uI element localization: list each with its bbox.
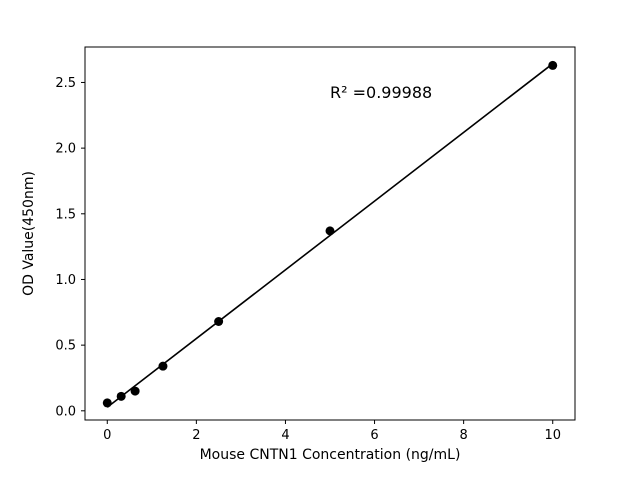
x-axis-label: Mouse CNTN1 Concentration (ng/mL)	[200, 447, 461, 463]
data-point	[214, 316, 224, 326]
y-tick-label: 0.0	[55, 404, 76, 419]
y-tick-label: 2.0	[55, 142, 76, 157]
x-tick-label: 6	[370, 428, 378, 443]
x-tick-label: 10	[544, 428, 561, 443]
data-point	[116, 391, 126, 401]
y-axis-label: OD Value(450nm)	[21, 171, 37, 296]
y-tick-label: 2.5	[55, 76, 76, 91]
x-tick-label: 0	[103, 428, 111, 443]
x-tick-label: 2	[192, 428, 200, 443]
x-tick-label: 8	[459, 428, 467, 443]
data-point	[548, 60, 558, 70]
data-point	[325, 226, 335, 236]
r-squared-annotation: R² =0.99988	[330, 83, 432, 102]
x-tick-label: 4	[281, 428, 289, 443]
y-tick-label: 0.5	[55, 339, 76, 354]
fit-line	[106, 63, 554, 408]
y-tick-label: 1.0	[55, 273, 76, 288]
plot-frame	[84, 46, 576, 421]
data-point	[158, 361, 168, 371]
y-tick-label: 1.5	[55, 207, 76, 222]
data-point	[130, 386, 140, 396]
data-point	[102, 398, 112, 408]
